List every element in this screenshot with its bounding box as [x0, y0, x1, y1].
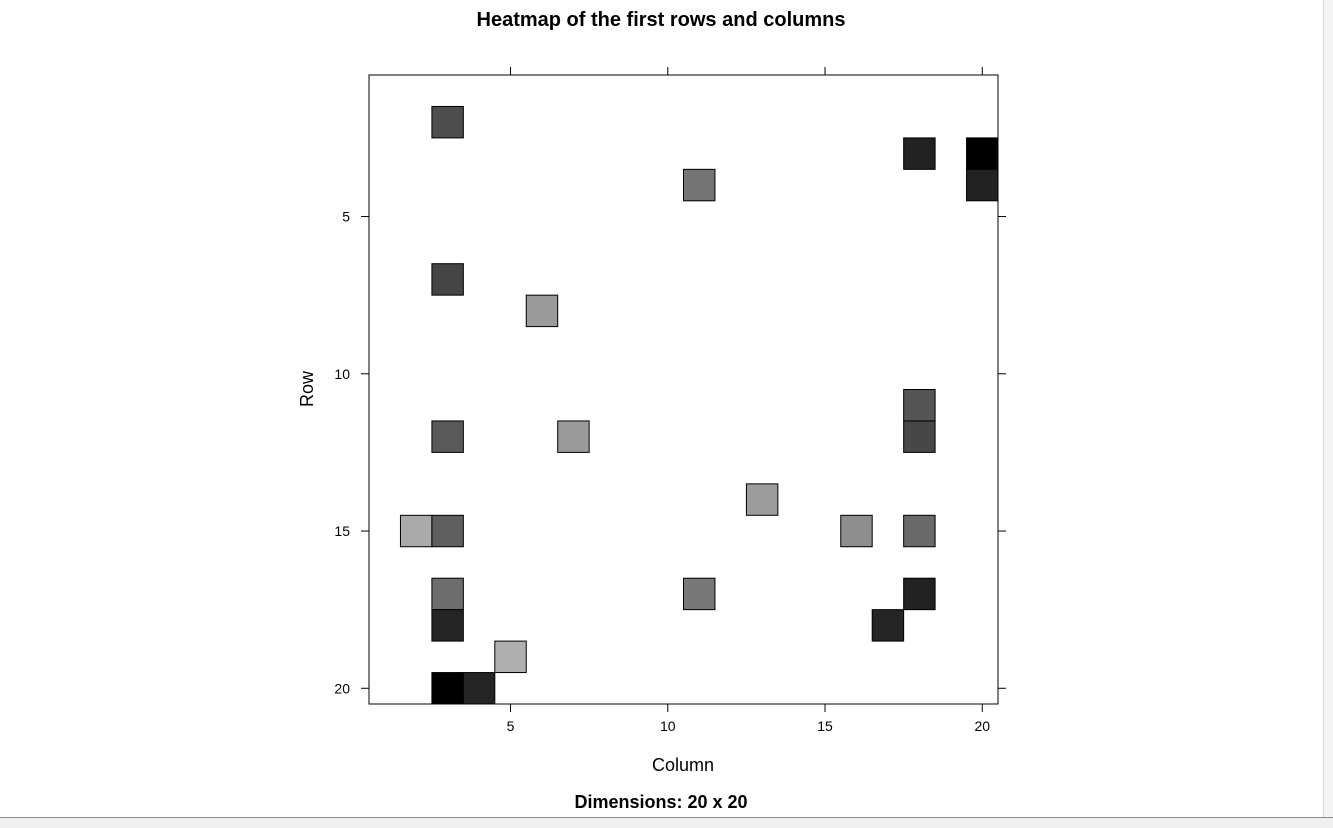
heatmap-cell [683, 168, 716, 202]
y-tick-label: 10 [334, 366, 350, 382]
plot-area [368, 74, 999, 705]
heatmap-cell [525, 294, 559, 328]
heatmap-cell [462, 672, 496, 705]
heatmap-cell [431, 105, 464, 139]
heatmap-cell [903, 420, 936, 453]
chart-title: Heatmap of the first rows and columns [477, 9, 846, 31]
heatmap-cell [903, 389, 936, 422]
heatmap-cell [431, 609, 464, 642]
heatmap-cell [431, 514, 464, 548]
vertical-scrollbar[interactable] [1323, 0, 1333, 817]
heatmap-cell [840, 514, 873, 548]
heatmap-cell [431, 672, 464, 705]
heatmap-cell [431, 420, 464, 453]
heatmap-cell [399, 514, 433, 548]
chart-subtitle: Dimensions: 20 x 20 [574, 792, 747, 812]
heatmap-cell [966, 137, 999, 170]
heatmap-cell [903, 577, 936, 611]
heatmap-cell [431, 577, 464, 611]
heatmap-cell [557, 420, 590, 453]
x-tick-label: 10 [660, 718, 676, 734]
heatmap-cell [683, 577, 716, 611]
y-axis-label: Row [297, 370, 317, 407]
heatmap-cell [966, 168, 999, 202]
heatmap-cell [494, 640, 527, 674]
y-tick-label: 20 [334, 680, 350, 696]
heatmap-chart: Heatmap of the first rows and columns Co… [297, 9, 1006, 812]
horizontal-scrollbar[interactable] [0, 817, 1333, 828]
y-tick-label: 5 [342, 209, 350, 225]
heatmap-cells [399, 105, 999, 705]
x-tick-label: 20 [974, 718, 990, 734]
heatmap-cell [431, 263, 464, 296]
heatmap-cell [871, 609, 905, 642]
axis-ticks: 5 10 15 20 5 10 15 20 [334, 67, 1006, 734]
heatmap-cell [903, 137, 936, 170]
y-tick-label: 15 [334, 523, 350, 539]
x-tick-label: 15 [817, 718, 833, 734]
heatmap-cell [745, 483, 779, 516]
chart-canvas: Heatmap of the first rows and columns Co… [297, 9, 1006, 812]
x-tick-label: 5 [507, 718, 515, 734]
x-axis-label: Column [652, 755, 714, 775]
heatmap-cell [903, 514, 936, 548]
